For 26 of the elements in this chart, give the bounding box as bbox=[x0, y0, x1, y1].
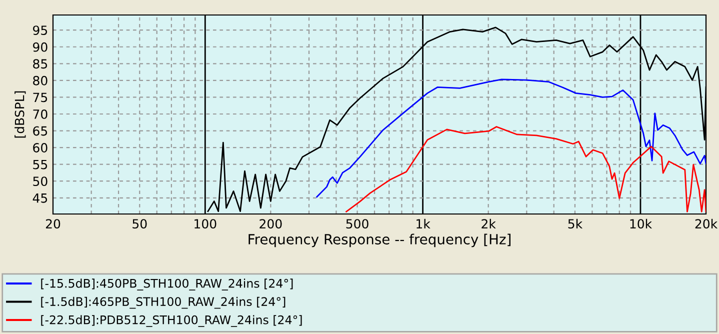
legend-label: [-1.5dB]:465PB_STH100_RAW_24ins [24°] bbox=[41, 296, 286, 309]
x-tick-label: 20 bbox=[46, 219, 60, 229]
y-tick-label: 50 bbox=[33, 176, 48, 186]
x-tick-label: 10k bbox=[630, 218, 652, 229]
x-tick-label: 5k bbox=[568, 218, 583, 229]
y-tick-label: 80 bbox=[33, 76, 48, 86]
y-tick-label: 75 bbox=[33, 92, 48, 102]
y-axis-title: [dBSPL] bbox=[14, 91, 26, 138]
legend-label: [-22.5dB]:PDB512_STH100_RAW_24ins [24°] bbox=[41, 315, 302, 327]
x-tick-label: 200 bbox=[260, 219, 282, 229]
x-tick-label: 50 bbox=[132, 219, 147, 229]
y-tick-label: 45 bbox=[32, 194, 48, 203]
y-tick-label: 90 bbox=[33, 42, 48, 52]
y-tick-label: 85 bbox=[33, 59, 48, 69]
x-axis-title: Frequency Response -- frequency [Hz] bbox=[248, 234, 510, 248]
y-tick-label: 70 bbox=[33, 109, 48, 119]
y-tick-label: 65 bbox=[33, 126, 48, 136]
x-tick-label: 20k bbox=[695, 218, 718, 229]
legend-label: [-15.5dB]:450PB_STH100_RAW_24ins [24°] bbox=[41, 278, 293, 290]
x-tick-label: 1k bbox=[416, 218, 430, 228]
y-tick-label: 95 bbox=[33, 26, 48, 36]
x-tick-label: 100 bbox=[194, 219, 216, 229]
x-tick-label: 2k bbox=[482, 218, 496, 228]
x-tick-label: 500 bbox=[346, 219, 368, 229]
y-tick-label: 55 bbox=[33, 160, 48, 170]
y-tick-label: 60 bbox=[33, 143, 48, 152]
